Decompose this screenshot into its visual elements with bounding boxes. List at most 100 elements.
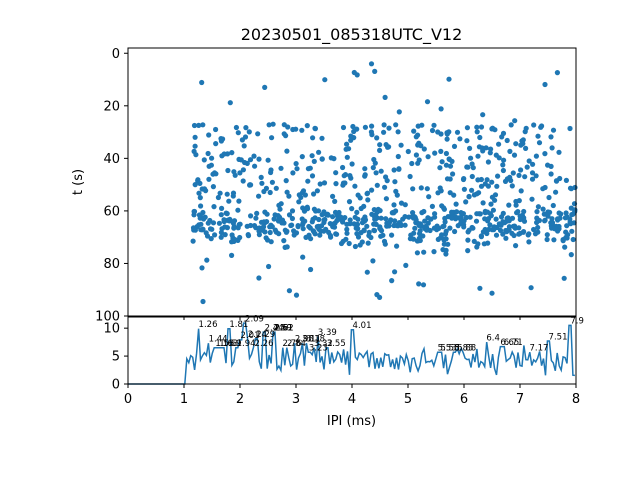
scatter-point <box>526 158 532 164</box>
scatter-point <box>488 201 494 207</box>
peak-annotation: 6.4 <box>486 333 500 343</box>
scatter-point <box>343 146 349 152</box>
scatter-point <box>405 148 411 155</box>
scatter-point <box>420 233 426 239</box>
scatter-point <box>235 207 241 213</box>
scatter-point <box>421 249 427 255</box>
scatter-point <box>463 199 469 205</box>
peak-annotation: 2.29 <box>256 330 275 340</box>
peak-annotation: 2.26 <box>255 339 274 349</box>
scatter-point <box>344 221 350 227</box>
scatter-y-tick-label: 80 <box>103 257 120 272</box>
scatter-point <box>447 176 453 182</box>
scatter-point <box>456 215 462 221</box>
scatter-point <box>567 125 573 132</box>
scatter-point <box>222 232 228 238</box>
scatter-point <box>488 146 494 152</box>
scatter-point <box>515 209 521 215</box>
scatter-point <box>192 143 198 149</box>
peak-annotation: 3.39 <box>318 328 337 338</box>
scatter-point <box>383 142 389 148</box>
scatter-point <box>485 183 491 189</box>
scatter-point <box>369 132 375 138</box>
scatter-point <box>440 224 446 230</box>
scatter-point <box>570 211 576 217</box>
scatter-point <box>293 292 300 298</box>
scatter-point <box>391 202 397 208</box>
scatter-point <box>410 213 416 219</box>
scatter-point <box>253 215 259 221</box>
scatter-point <box>355 192 361 198</box>
scatter-point <box>241 143 247 149</box>
scatter-point <box>446 129 452 135</box>
scatter-point <box>206 132 212 138</box>
scatter-point <box>502 178 509 184</box>
scatter-point <box>352 214 358 220</box>
scatter-point <box>208 162 214 168</box>
scatter-point <box>309 173 316 179</box>
scatter-point <box>319 135 325 141</box>
scatter-point <box>371 207 377 213</box>
scatter-point <box>265 157 271 163</box>
scatter-point <box>477 285 483 291</box>
scatter-point <box>464 138 470 144</box>
scatter-point <box>371 227 377 233</box>
scatter-point <box>493 216 499 222</box>
scatter-point <box>348 133 354 139</box>
scatter-point <box>289 208 296 214</box>
scatter-point <box>536 140 543 146</box>
scatter-point <box>362 173 368 179</box>
scatter-point <box>534 209 540 215</box>
scatter-point <box>314 188 320 194</box>
scatter-point <box>504 229 510 235</box>
scatter-point <box>461 186 467 192</box>
scatter-point <box>463 214 469 221</box>
scatter-point <box>344 141 350 147</box>
scatter-point <box>198 203 204 209</box>
scatter-point <box>417 237 423 244</box>
scatter-point <box>386 125 392 131</box>
scatter-point <box>431 122 437 128</box>
scatter-point <box>392 179 398 185</box>
scatter-point <box>382 184 388 190</box>
scatter-point <box>216 220 222 226</box>
scatter-point <box>568 252 574 258</box>
scatter-point <box>518 167 524 173</box>
scatter-point <box>219 205 225 211</box>
ipi-line-series <box>128 322 575 385</box>
scatter-point <box>377 208 383 214</box>
scatter-point <box>419 122 425 128</box>
scatter-point <box>347 173 353 179</box>
scatter-point <box>256 275 262 281</box>
scatter-point <box>204 257 210 263</box>
scatter-point <box>491 224 497 230</box>
scatter-point <box>380 232 386 238</box>
line-x-tick-label: 6 <box>460 392 468 407</box>
scatter-point <box>311 229 317 235</box>
scatter-point <box>213 141 219 147</box>
scatter-point <box>369 187 375 193</box>
scatter-point <box>558 211 564 217</box>
scatter-point <box>267 229 273 236</box>
peak-annotation: 1.63 <box>219 339 238 349</box>
scatter-point <box>198 221 204 227</box>
scatter-point <box>522 174 528 180</box>
scatter-point <box>420 282 427 288</box>
peak-annotation: 3.55 <box>327 339 346 349</box>
scatter-point <box>281 238 287 244</box>
scatter-point <box>503 235 509 241</box>
scatter-point <box>237 234 243 241</box>
scatter-point <box>428 216 434 222</box>
scatter-point <box>476 211 482 217</box>
scatter-point <box>271 216 277 222</box>
scatter-point <box>442 219 448 225</box>
peak-annotation: 2.44 <box>265 323 284 333</box>
scatter-point <box>446 156 452 162</box>
scatter-point <box>551 237 557 243</box>
scatter-point <box>466 194 472 200</box>
scatter-point <box>370 165 376 171</box>
scatter-point <box>330 214 336 220</box>
scatter-point <box>436 225 442 231</box>
scatter-point <box>220 136 226 142</box>
scatter-point <box>402 214 408 220</box>
